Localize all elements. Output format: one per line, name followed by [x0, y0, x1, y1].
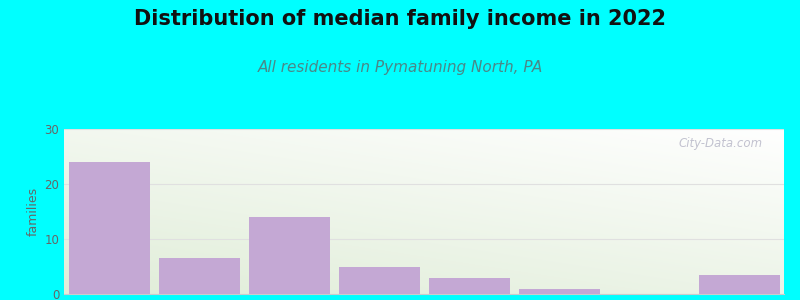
Bar: [249, 217, 330, 294]
Y-axis label: families: families: [27, 187, 40, 236]
Bar: [158, 258, 239, 294]
Text: All residents in Pymatuning North, PA: All residents in Pymatuning North, PA: [258, 60, 542, 75]
Bar: [338, 266, 419, 294]
Bar: [69, 162, 150, 294]
Text: City-Data.com: City-Data.com: [678, 137, 762, 150]
Bar: [429, 278, 510, 294]
Bar: [698, 275, 779, 294]
Text: Distribution of median family income in 2022: Distribution of median family income in …: [134, 9, 666, 29]
Bar: [518, 289, 599, 294]
